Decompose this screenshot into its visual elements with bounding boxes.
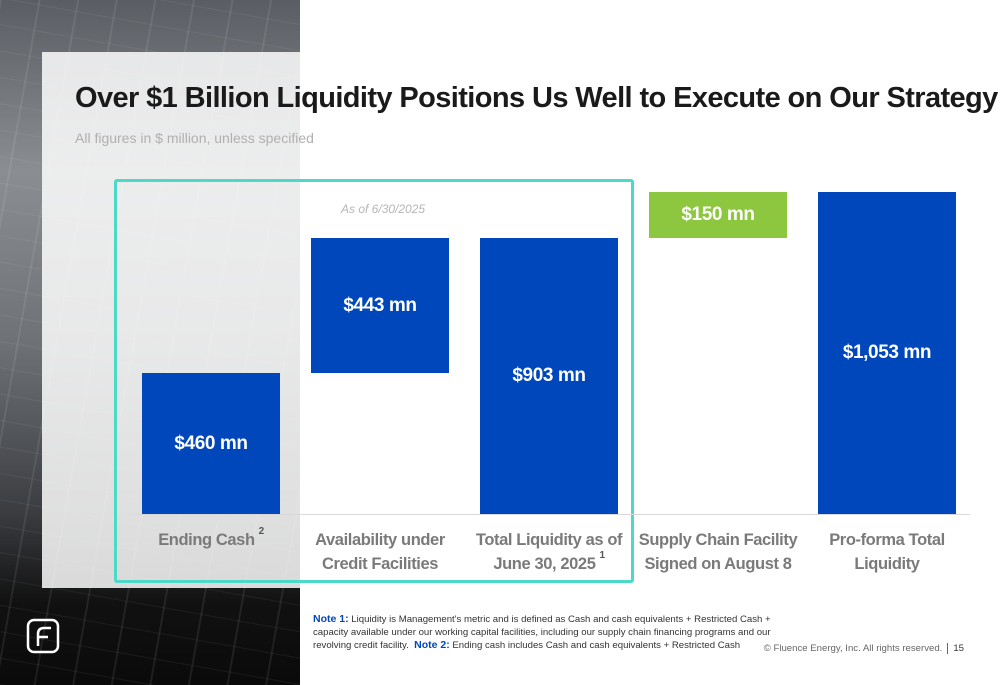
copyright: © Fluence Energy, Inc. All rights reserv…: [763, 643, 943, 654]
baseline: [135, 514, 970, 515]
value-label: $1,053 mn: [842, 342, 932, 363]
bar: $443 mn: [311, 237, 449, 374]
category-label: Pro-forma Total Liquidity: [803, 528, 971, 576]
category-text: Pro-forma Total Liquidity: [829, 531, 945, 573]
bar: $460 mn: [142, 373, 280, 514]
value-label: $460 mn: [174, 432, 248, 454]
subtitle: All figures in $ million, unless specifi…: [75, 130, 314, 146]
category-label: Supply Chain Facility Signed on August 8: [634, 528, 802, 576]
footnote-ref: 1: [599, 550, 605, 561]
value-label: $903 mn: [512, 364, 586, 386]
category-label: Total Liquidity as of June 30, 2025 1: [465, 528, 633, 576]
note-label: Note 1:: [313, 613, 349, 625]
bar: $903 mn: [480, 237, 618, 514]
value-label: $443 mn: [343, 294, 417, 316]
annotation: As of 6/30/2025: [341, 202, 426, 216]
footer: © Fluence Energy, Inc. All rights reserv…: [764, 643, 964, 654]
category-label: Ending Cash 2: [127, 526, 295, 552]
category-label: Availability under Credit Facilities: [296, 528, 464, 576]
bar: $150 mn: [649, 192, 787, 238]
category-text: Availability under Credit Facilities: [315, 531, 445, 573]
separator: [947, 643, 949, 654]
value-label: $150 mn: [681, 203, 755, 225]
page-number: 15: [953, 643, 964, 654]
bar: $1,053 mn: [818, 192, 956, 514]
category-text: Supply Chain Facility Signed on August 8: [638, 531, 798, 573]
note-label: Note 2:: [414, 639, 450, 651]
notes: Note 1: Liquidity is Management's metric…: [313, 613, 778, 652]
note-text: Ending cash includes Cash and cash equiv…: [452, 640, 741, 651]
title: Over $1 Billion Liquidity Positions Us W…: [75, 82, 998, 114]
footnote-ref: 2: [258, 526, 265, 537]
category-text: Total Liquidity as of June 30, 2025: [475, 531, 623, 573]
highlight-box: [114, 179, 634, 583]
category-text: Ending Cash: [158, 531, 255, 549]
logo: [26, 618, 60, 654]
note-text: Liquidity is Management's metric and is …: [313, 614, 771, 651]
